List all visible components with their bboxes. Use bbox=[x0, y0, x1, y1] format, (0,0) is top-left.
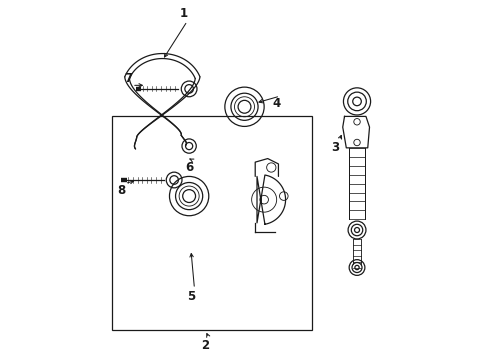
Text: 8: 8 bbox=[117, 184, 125, 197]
Text: 1: 1 bbox=[180, 8, 187, 21]
Text: 4: 4 bbox=[272, 97, 280, 110]
Text: 2: 2 bbox=[201, 338, 209, 351]
Text: 3: 3 bbox=[331, 141, 339, 154]
Text: 6: 6 bbox=[184, 161, 193, 174]
Bar bbox=[112, 116, 312, 330]
Text: 7: 7 bbox=[124, 72, 132, 85]
Text: 5: 5 bbox=[186, 289, 195, 303]
